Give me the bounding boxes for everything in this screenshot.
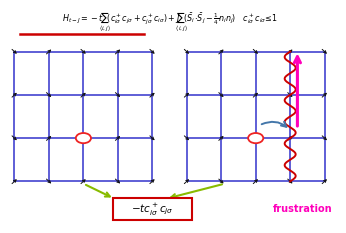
Text: $H_{t-J}=-t\!\!\sum_{\langle i,j\rangle}\!\!(c^+_{i\sigma}c_{j\sigma}+c^+_{j\sig: $H_{t-J}=-t\!\!\sum_{\langle i,j\rangle}… xyxy=(62,11,277,34)
Text: $-tc^+_{i\sigma}c_{j\sigma}$: $-tc^+_{i\sigma}c_{j\sigma}$ xyxy=(131,201,174,217)
Circle shape xyxy=(248,133,263,143)
FancyBboxPatch shape xyxy=(113,199,192,220)
Circle shape xyxy=(76,133,91,143)
Text: frustration: frustration xyxy=(272,204,332,214)
